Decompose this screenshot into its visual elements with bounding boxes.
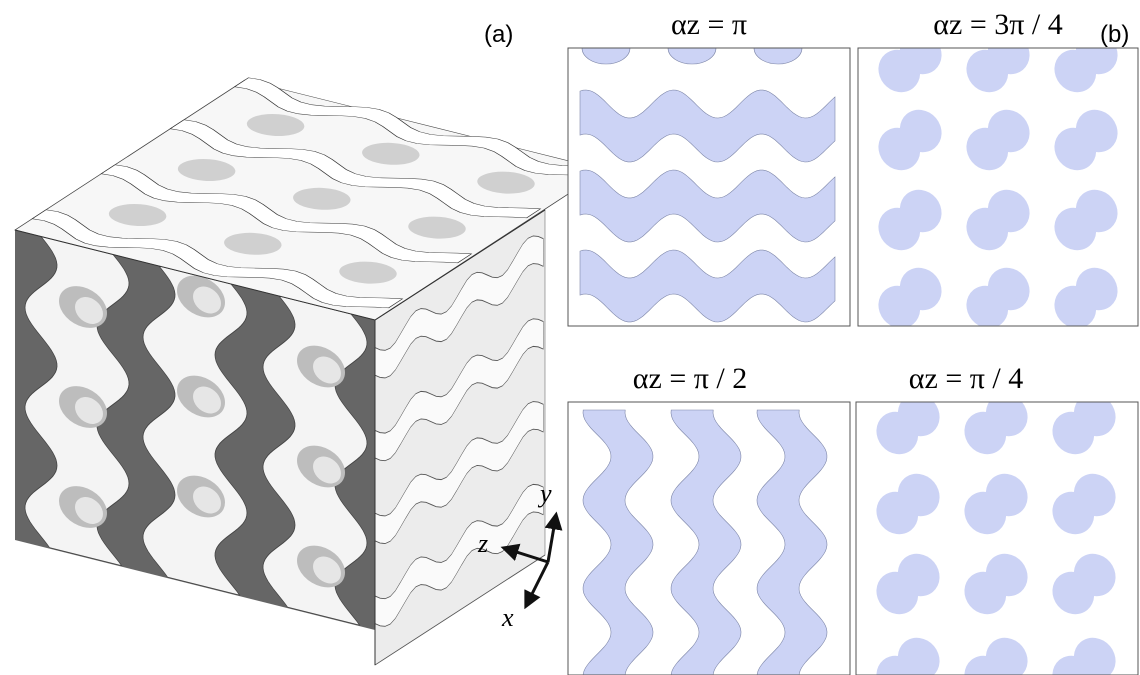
section-panel: [856, 385, 1138, 675]
panel-label: (a): [484, 21, 513, 48]
section-panel: [858, 23, 1138, 336]
x-arrow: [526, 562, 548, 606]
panel-label: (b): [1100, 21, 1129, 48]
section-label: αz = 3π / 4: [933, 8, 1062, 41]
axis-label: y: [537, 479, 552, 508]
section-label: αz = π / 4: [909, 362, 1023, 395]
cross-sections: αz = π αz = 3π / 4 αz = π / 2 αz = π / 4: [568, 8, 1138, 675]
axis-label: z: [477, 529, 488, 558]
axis-label: x: [501, 603, 514, 632]
section-label: αz = π: [671, 8, 747, 41]
gyroid-cube: [15, 77, 610, 665]
section-panel: [568, 402, 850, 675]
section-label: αz = π / 2: [633, 362, 747, 395]
y-arrow: [548, 515, 556, 562]
section-panel: [568, 32, 850, 326]
figure: (a) (b) αz = παz = 3π / 4αz = π / 2αz = …: [0, 0, 1140, 675]
